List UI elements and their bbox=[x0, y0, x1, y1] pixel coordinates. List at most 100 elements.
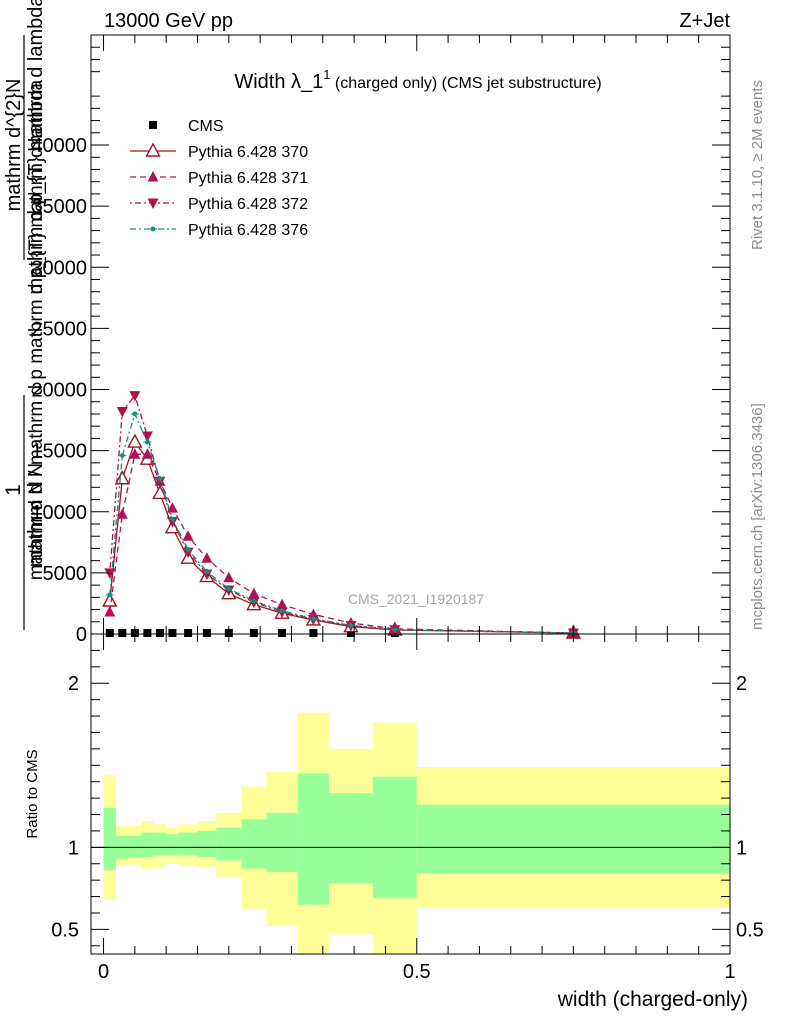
ratio-ylabel: Ratio to CMS bbox=[24, 749, 41, 838]
main-ytick-label-2: 10000 bbox=[31, 502, 87, 524]
series-1-point-1 bbox=[114, 470, 130, 485]
legend-marker-2 bbox=[147, 171, 159, 182]
series-0-point-5 bbox=[168, 629, 177, 637]
main-ytick-label-3: 15000 bbox=[31, 441, 87, 463]
main-title-sup: 1 bbox=[323, 67, 330, 82]
main-title-rest: (charged only) (CMS jet substructure) bbox=[330, 75, 601, 92]
legend-label-3: Pythia 6.428 372 bbox=[188, 196, 308, 213]
series-0-point-11 bbox=[309, 629, 318, 637]
series-0-point-10 bbox=[278, 629, 287, 637]
series-3-point-5 bbox=[166, 517, 178, 528]
legend-marker-3 bbox=[147, 198, 159, 209]
legend-marker-1 bbox=[145, 142, 161, 157]
header-process: Z+Jet bbox=[679, 10, 730, 32]
ylabel-prefactor-num: 1 bbox=[2, 484, 25, 496]
ylabel-frac-num: mathrm d^{2}N bbox=[3, 79, 25, 212]
ratio-ytick-label-1: 1 bbox=[68, 837, 79, 859]
series-2-point-1 bbox=[116, 508, 128, 519]
band-inner-14 bbox=[416, 804, 730, 874]
series-3-point-2 bbox=[129, 391, 141, 402]
series-1-point-0 bbox=[102, 592, 118, 607]
main-title-main: Width λ_1 bbox=[234, 71, 323, 93]
main-title: Width λ_11 (charged only) (CMS jet subst… bbox=[234, 67, 601, 93]
band-inner-9 bbox=[241, 819, 267, 869]
band-inner-5 bbox=[166, 834, 179, 856]
mcplots-label: mcplots.cern.ch [arXiv:1306.3436] bbox=[749, 403, 766, 630]
main-ytick-label-4: 20000 bbox=[31, 380, 87, 402]
series-1-point-2 bbox=[127, 433, 143, 448]
legend-label-0: CMS bbox=[188, 118, 224, 135]
ylabel-prefactor-den: mathrm d N bbox=[25, 463, 47, 567]
band-inner-12 bbox=[329, 793, 373, 884]
xtick-label-2: 1 bbox=[724, 961, 735, 983]
ratio-ytick-label-2: 2 bbox=[68, 673, 79, 695]
series-1 bbox=[102, 433, 582, 639]
band-inner-0 bbox=[103, 807, 117, 871]
band-inner-2 bbox=[128, 835, 142, 858]
series-0-point-6 bbox=[184, 629, 193, 637]
series-0-point-3 bbox=[143, 629, 152, 637]
series-line-2 bbox=[109, 453, 574, 634]
legend-label-1: Pythia 6.428 370 bbox=[188, 144, 308, 161]
band-inner-10 bbox=[266, 812, 298, 872]
series-3-point-7 bbox=[201, 569, 213, 581]
series-3-point-3 bbox=[141, 431, 153, 442]
series-3-point-6 bbox=[182, 547, 194, 559]
series-0-point-0 bbox=[105, 629, 114, 637]
ylabel-frac-den: mathrm d p_{T} mathrm d lambda bbox=[25, 0, 47, 295]
series-2 bbox=[104, 448, 579, 638]
series-2-point-2 bbox=[129, 448, 141, 459]
main-ytick-label-6: 30000 bbox=[31, 257, 87, 279]
series-2-point-8 bbox=[223, 571, 235, 583]
main-ytick-label-0: 0 bbox=[76, 624, 87, 646]
ratio-ytick-label-right-2: 2 bbox=[736, 673, 747, 695]
band-inner-4 bbox=[153, 832, 167, 856]
main-ytick-label-1: 5000 bbox=[43, 563, 88, 585]
ratio-bands-layer bbox=[103, 712, 730, 954]
main-series-layer bbox=[102, 391, 582, 639]
main-axes-layer: 0 5000 10000 15000 20000 25000 30000 35000 40000 bbox=[31, 35, 731, 646]
xlabel: width (charged-only) bbox=[557, 988, 748, 1011]
series-3-point-4 bbox=[154, 476, 166, 488]
series-0-point-4 bbox=[155, 629, 164, 637]
main-ytick-label-8: 40000 bbox=[31, 135, 87, 157]
ratio-axes-layer: 0.5 0.51 12 20 0.5 1 bbox=[51, 634, 764, 983]
main-ytick-label-7: 35000 bbox=[31, 196, 87, 218]
header-energy: 13000 GeV pp bbox=[104, 10, 233, 32]
series-2-point-10 bbox=[276, 598, 288, 610]
legend-label-2: Pythia 6.428 371 bbox=[188, 170, 308, 187]
series-3-point-1 bbox=[116, 407, 128, 418]
legend: CMS Pythia 6.428 370 Pythia 6.428 371 Pythi… bbox=[130, 118, 308, 239]
series-line-1 bbox=[109, 440, 574, 634]
ratio-ytick-label-right-1: 1 bbox=[736, 837, 747, 859]
series-0-point-1 bbox=[118, 629, 127, 637]
ratio-plot-frame bbox=[90, 633, 731, 955]
ratio-ytick-label-0: 0.5 bbox=[51, 919, 79, 941]
series-2-point-3 bbox=[141, 448, 153, 459]
band-inner-11 bbox=[297, 773, 330, 905]
series-1-point-4 bbox=[152, 484, 168, 500]
ratio-ytick-label-right-0: 0.5 bbox=[736, 919, 764, 941]
main-plot-frame bbox=[90, 34, 731, 635]
series-3 bbox=[104, 391, 579, 639]
band-inner-8 bbox=[216, 827, 242, 861]
watermark: CMS_2021_I1920187 bbox=[348, 591, 484, 607]
series-0-point-7 bbox=[202, 629, 211, 637]
ylabel-extended: mathrm d N / mathrm d p mathrm d p_{T} m… bbox=[26, 79, 47, 580]
series-0-point-9 bbox=[249, 629, 258, 637]
series-2-point-9 bbox=[248, 587, 260, 599]
series-2-point-0 bbox=[104, 605, 116, 617]
series-4 bbox=[105, 411, 578, 636]
rivet-label: Rivet 3.1.10, ≥ 2M events bbox=[749, 80, 766, 250]
series-0-point-12 bbox=[346, 629, 355, 637]
band-inner-3 bbox=[141, 832, 154, 858]
series-2-point-6 bbox=[182, 530, 194, 541]
band-inner-13 bbox=[372, 776, 417, 899]
main-plot-panel: 0 5000 10000 15000 20000 25000 30000 35000 40000… bbox=[31, 34, 731, 646]
xtick-label-1: 0.5 bbox=[403, 961, 431, 983]
series-line-4 bbox=[109, 412, 574, 634]
series-line-3 bbox=[109, 394, 574, 634]
series-0 bbox=[105, 629, 578, 637]
main-ytick-label-5: 25000 bbox=[31, 318, 87, 340]
main-ylabel: 1 mathrm d N mathrm d^{2}N mathrm d p_{T… bbox=[2, 0, 47, 630]
